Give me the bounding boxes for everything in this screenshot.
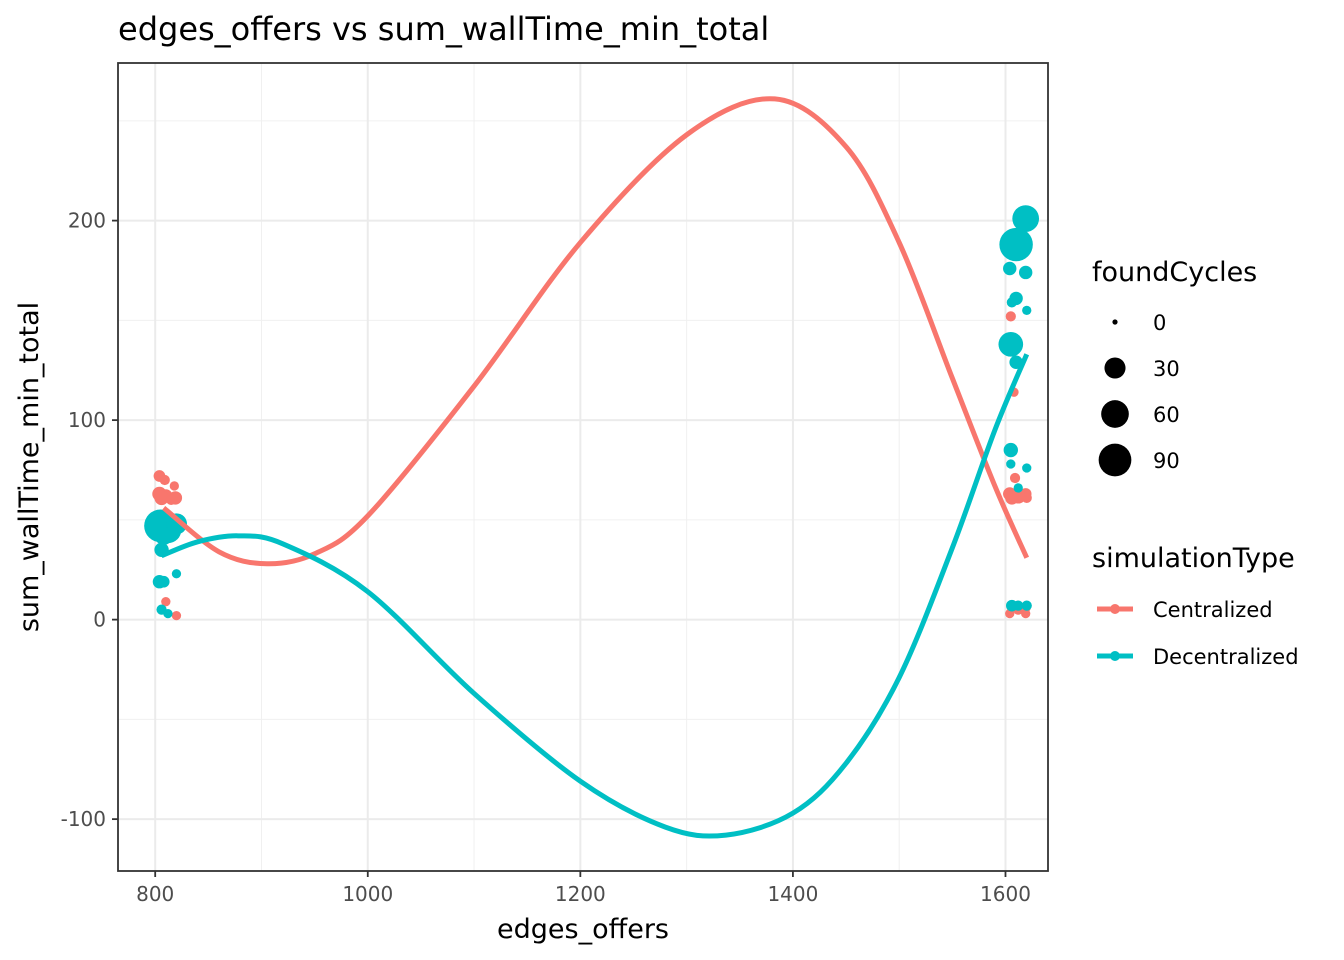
data-point-centralized	[1005, 311, 1016, 322]
grid-minor	[118, 63, 1048, 871]
data-point-decentralized	[1013, 483, 1023, 493]
color-legend-title: simulationType	[1092, 543, 1295, 574]
data-point-centralized	[1021, 608, 1031, 619]
data-point-centralized	[154, 490, 169, 506]
data-point-centralized	[169, 481, 179, 491]
size-legend-key	[1112, 319, 1118, 325]
data-point-centralized	[161, 597, 171, 607]
y-axis: -100 0 100 200	[61, 209, 118, 831]
data-point-decentralized	[999, 227, 1033, 262]
x-tick-label: 1400	[767, 882, 818, 906]
data-point-decentralized	[1006, 297, 1017, 308]
panel-border	[117, 62, 1049, 872]
size-legend-label: 90	[1153, 449, 1180, 473]
data-point-decentralized	[1012, 205, 1040, 232]
data-point-decentralized	[1003, 442, 1018, 458]
data-point-centralized	[166, 494, 177, 506]
data-point-centralized	[159, 474, 170, 486]
data-point-decentralized	[1013, 600, 1024, 611]
y-axis-title: sum_wallTime_min_total	[14, 302, 45, 632]
data-point-centralized	[1005, 491, 1019, 505]
x-tick-label: 800	[136, 882, 174, 906]
color-legend-dot	[1110, 651, 1120, 661]
size-legend-key	[1098, 443, 1132, 477]
size-legend-label: 0	[1153, 311, 1166, 335]
fit-line-decentralized	[160, 353, 1030, 839]
data-point-decentralized	[1006, 459, 1016, 469]
y-tick-label: -100	[61, 807, 106, 831]
x-tick-label: 1600	[980, 882, 1031, 906]
chart-title: edges_offers vs sum_wallTime_min_total	[118, 10, 769, 48]
data-point-decentralized	[1022, 305, 1032, 316]
data-point-decentralized	[1018, 265, 1033, 280]
x-tick-label: 1000	[342, 882, 393, 906]
color-legend-label: Decentralized	[1153, 645, 1299, 669]
grid-major	[118, 63, 1048, 871]
x-tick-label: 1200	[555, 882, 606, 906]
data-point-decentralized	[163, 608, 173, 619]
color-legend-label: Centralized	[1153, 598, 1273, 622]
x-axis: 800 1000 1200 1400 1600	[136, 871, 1031, 906]
size-legend-label: 60	[1153, 403, 1180, 427]
data-point-centralized	[171, 610, 182, 621]
legend: foundCycles 0 30 60 90 simulationType Centr…	[1092, 257, 1299, 669]
y-tick-label: 200	[68, 209, 106, 233]
color-legend-dot	[1110, 604, 1120, 614]
data-point-decentralized	[998, 331, 1024, 357]
size-legend-key	[1101, 400, 1129, 428]
plot-area	[117, 62, 1049, 872]
data-point-decentralized	[1022, 463, 1032, 473]
y-tick-label: 0	[93, 608, 106, 632]
size-legend: 0 30 60 90	[1098, 311, 1180, 477]
data-point-decentralized	[157, 575, 170, 588]
size-legend-key	[1104, 357, 1126, 379]
data-point-centralized	[1021, 492, 1032, 504]
size-legend-label: 30	[1153, 357, 1180, 381]
data-point-decentralized	[1021, 600, 1032, 611]
data-point-centralized	[1009, 472, 1021, 484]
data-point-decentralized	[165, 513, 187, 535]
fit-line-centralized	[162, 96, 1030, 567]
fit-lines	[160, 96, 1030, 839]
size-legend-title: foundCycles	[1092, 257, 1257, 288]
y-tick-label: 100	[68, 408, 106, 432]
color-legend: Centralized Decentralized	[1097, 598, 1299, 669]
x-axis-title: edges_offers	[497, 914, 669, 945]
data-point-decentralized	[171, 569, 182, 579]
data-point-decentralized	[154, 526, 173, 545]
data-point-decentralized	[1003, 261, 1017, 276]
